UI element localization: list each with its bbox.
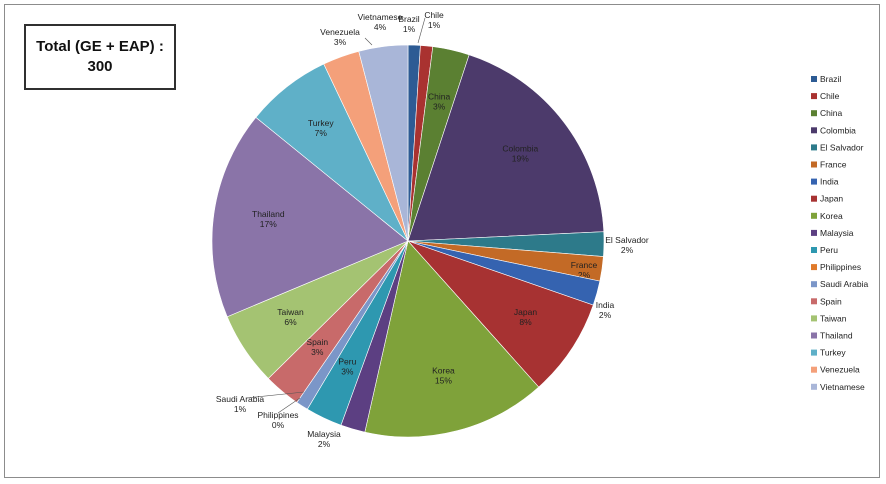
slice-korea: [364, 240, 540, 438]
slice-japan: [407, 240, 594, 388]
legend-swatch-spain: [811, 298, 817, 305]
slice-label-brazil: Brazil 1%: [398, 14, 419, 34]
leader-chile: [417, 17, 426, 44]
legend-label-turkey: Turkey: [820, 348, 846, 358]
legend-label-china: China: [820, 108, 842, 118]
legend-label-taiwan: Taiwan: [820, 313, 847, 323]
slice-label-vietnamese: Vietnamese 4%: [358, 12, 403, 32]
legend-swatch-korea: [811, 212, 817, 219]
legend-swatch-france: [811, 161, 817, 168]
total-box-line2: 300: [87, 58, 113, 75]
legend-swatch-india: [811, 178, 817, 185]
slice-label-saudi-arabia: Saudi Arabia 1%: [216, 394, 264, 414]
legend-swatch-venezuela: [811, 366, 817, 373]
leader-philippines: [277, 397, 301, 414]
legend-label-venezuela: Venezuela: [820, 365, 860, 375]
legend-swatch-brazil: [811, 76, 817, 82]
slice-label-peru: Peru 3%: [338, 356, 356, 376]
slice-vietnamese: [358, 44, 409, 242]
legend-label-vietnamese: Vietnamese: [820, 382, 865, 392]
legend-label-brazil: Brazil: [820, 74, 841, 84]
slice-label-korea: Korea 15%: [432, 366, 455, 386]
legend-swatch-japan: [811, 195, 817, 202]
chart-frame: [4, 4, 880, 478]
legend-label-japan: Japan: [820, 194, 843, 204]
legend-label-el-salvador: El Salvador: [820, 142, 864, 152]
slice-label-colombia: Colombia 19%: [502, 144, 538, 164]
legend-swatch-turkey: [811, 349, 817, 356]
slice-label-venezuela: Venezuela 3%: [320, 27, 360, 47]
slice-thailand: [211, 116, 409, 318]
total-box: Total (GE + EAP) : 300: [24, 24, 176, 90]
slice-label-china: China 3%: [428, 91, 450, 111]
slice-label-el-salvador: El Salvador 2%: [605, 235, 649, 255]
legend-label-korea: Korea: [820, 211, 843, 221]
legend-swatch-chile: [811, 93, 817, 100]
slice-label-japan: Japan 8%: [514, 307, 537, 327]
legend-label-philippines: Philippines: [820, 262, 861, 272]
legend-label-peru: Peru: [820, 245, 838, 255]
slice-label-taiwan: Taiwan 6%: [277, 307, 304, 327]
legend-label-malaysia: Malaysia: [820, 228, 854, 238]
legend-swatch-saudi-arabia: [811, 281, 817, 288]
legend-swatch-malaysia: [811, 229, 817, 236]
legend-swatch-vietnamese: [811, 383, 817, 390]
legend-swatch-taiwan: [811, 315, 817, 322]
slice-label-thailand: Thailand 17%: [252, 209, 285, 229]
legend-label-france: France: [820, 160, 847, 170]
legend-label-india: India: [820, 177, 839, 187]
slice-label-france: France 2%: [571, 260, 598, 280]
legend-label-chile: Chile: [820, 91, 840, 101]
slice-label-chile: Chile 1%: [424, 10, 444, 30]
legend-swatch-philippines: [811, 264, 817, 271]
slice-label-malaysia: Malaysia 2%: [307, 429, 341, 449]
slice-label-spain: Spain 3%: [306, 337, 328, 357]
legend-label-spain: Spain: [820, 296, 842, 306]
total-box-line1: Total (GE + EAP) :: [36, 38, 164, 55]
slice-label-india: India 2%: [596, 300, 615, 320]
legend: Brazil Chile China Colombia El Salvador Franc…: [811, 74, 868, 392]
slice-label-philippines: Philippines 0%: [257, 410, 298, 430]
slice-colombia: [407, 54, 605, 242]
legend-label-saudi-arabia: Saudi Arabia: [820, 279, 868, 289]
leader-venezuela: [364, 37, 373, 46]
slice-label-turkey: Turkey 7%: [308, 118, 334, 138]
legend-label-colombia: Colombia: [820, 125, 856, 135]
legend-label-thailand: Thailand: [820, 331, 853, 341]
legend-swatch-thailand: [811, 332, 817, 339]
legend-swatch-peru: [811, 247, 817, 253]
legend-swatch-colombia: [811, 127, 817, 134]
legend-swatch-china: [811, 110, 817, 117]
leader-saudi-arabia: [245, 391, 305, 399]
legend-swatch-el-salvador: [811, 144, 817, 151]
